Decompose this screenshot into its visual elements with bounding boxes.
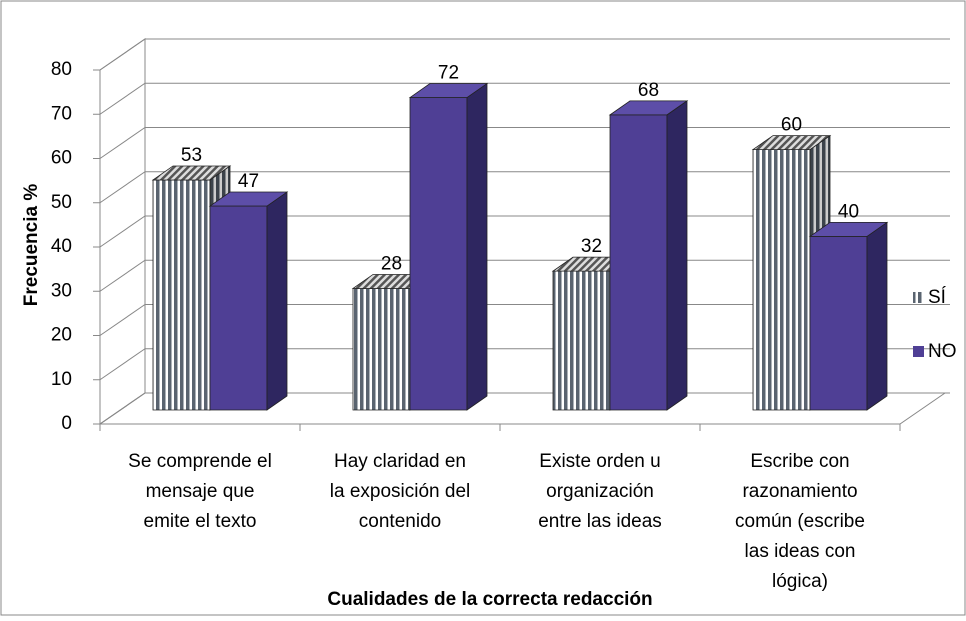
- x-tick-label: Escribe con: [750, 451, 849, 472]
- x-tick-label: las ideas con: [745, 541, 856, 562]
- value-label: 68: [638, 80, 659, 101]
- x-tick-label: contenido: [359, 511, 441, 532]
- x-tick-label: Hay claridad en: [334, 451, 466, 472]
- bar-face: [552, 270, 611, 411]
- y-tick-label: 80: [51, 59, 72, 80]
- y-tick-label: 10: [51, 369, 72, 390]
- bar-face: [209, 205, 268, 411]
- y-tick-label: 60: [51, 148, 72, 169]
- value-label: 72: [438, 63, 459, 84]
- x-tick-label: organización: [546, 481, 654, 502]
- bar: [608, 100, 689, 411]
- bar: [208, 191, 289, 411]
- y-tick-label: 20: [51, 325, 72, 346]
- y-axis-title: Frecuencia %: [21, 184, 42, 307]
- y-tick-label: 50: [51, 192, 72, 213]
- grid-line: [99, 82, 950, 115]
- bar-face: [752, 149, 811, 411]
- x-tick-label: Existe orden u: [539, 451, 660, 472]
- value-label: 40: [838, 201, 859, 222]
- x-tick-label: razonamiento: [742, 481, 857, 502]
- bar-face: [809, 236, 868, 411]
- y-tick-label: 0: [61, 413, 72, 434]
- bar-face: [151, 165, 232, 181]
- bar-face: [152, 179, 211, 411]
- bar-face: [751, 135, 832, 150]
- grid-line: [99, 38, 950, 71]
- x-tick-label: común (escribe: [735, 511, 865, 532]
- bar: [808, 221, 889, 411]
- bar-face: [408, 83, 489, 98]
- bar-face: [466, 82, 488, 411]
- x-axis-title: Cualidades de la correcta redacción: [327, 589, 652, 610]
- y-tick-label: 40: [51, 236, 72, 257]
- value-label: 47: [238, 171, 259, 192]
- x-tick-label: la exposición del: [330, 481, 470, 502]
- value-label: 28: [381, 253, 402, 274]
- x-tick-label: entre las ideas: [538, 511, 662, 532]
- bar-face: [608, 100, 689, 116]
- bar-face: [609, 114, 668, 411]
- legend-label: NO: [928, 341, 957, 362]
- bar-face: [666, 100, 688, 411]
- bar: [408, 82, 489, 411]
- value-label: 53: [181, 145, 202, 166]
- bar-face: [352, 288, 411, 411]
- x-tick-label: lógica): [772, 571, 828, 592]
- x-tick-label: mensaje que: [146, 481, 255, 502]
- y-tick-label: 70: [51, 103, 72, 124]
- bar-face: [266, 191, 288, 411]
- legend-marker: [913, 346, 924, 357]
- bar-face: [409, 97, 468, 411]
- legend-label: SÍ: [928, 287, 947, 308]
- bar-face: [208, 191, 289, 207]
- x-tick-label: emite el texto: [144, 511, 257, 532]
- value-label: 32: [581, 236, 602, 257]
- y-tick-label: 30: [51, 280, 72, 301]
- value-label: 60: [781, 115, 802, 136]
- bar-face: [808, 222, 889, 237]
- bar-face: [866, 221, 888, 411]
- x-tick-label: Se comprende el: [128, 451, 272, 472]
- legend-marker: [913, 292, 924, 303]
